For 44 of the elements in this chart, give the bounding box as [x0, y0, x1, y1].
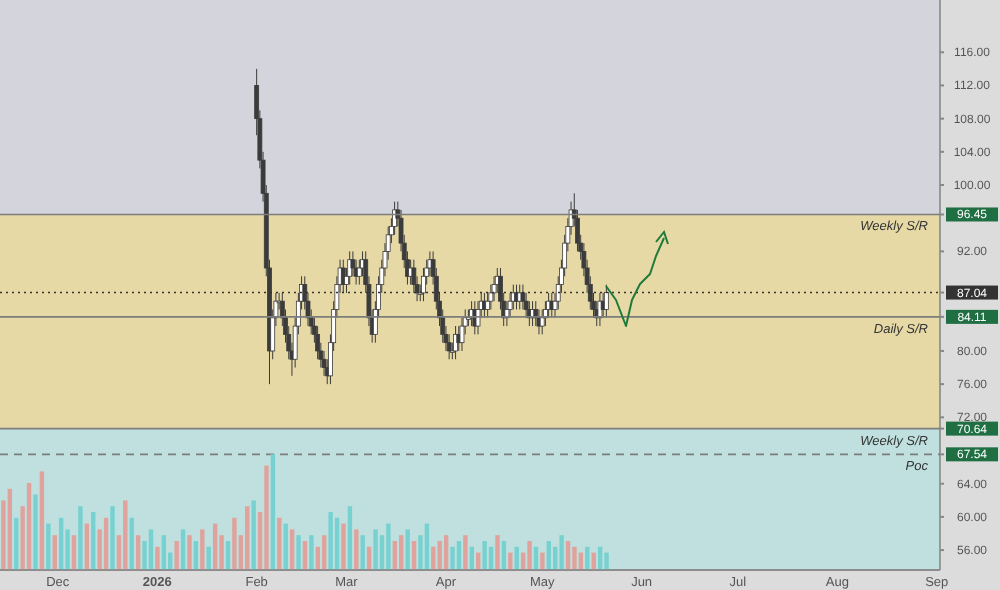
bar	[373, 529, 378, 570]
bar	[110, 506, 115, 570]
bar	[277, 517, 282, 570]
bar	[296, 535, 301, 570]
bar	[187, 535, 192, 570]
bar	[572, 546, 577, 570]
bar	[264, 465, 269, 570]
candlestick	[321, 350, 327, 377]
bar	[559, 535, 564, 570]
bar	[200, 529, 205, 570]
bar	[463, 535, 468, 570]
bar	[405, 529, 410, 570]
bar	[245, 506, 250, 570]
bar	[39, 471, 45, 570]
candlestick	[539, 308, 545, 335]
bar	[46, 523, 51, 570]
bar	[527, 541, 532, 570]
bar	[495, 535, 500, 570]
bar	[386, 523, 391, 570]
candlestick	[459, 317, 465, 352]
bar	[26, 483, 32, 570]
bar	[347, 506, 353, 570]
bar	[540, 552, 545, 570]
bar	[123, 500, 128, 570]
bar	[155, 546, 160, 570]
bar	[431, 546, 436, 570]
bar	[482, 541, 487, 570]
bar	[232, 517, 237, 570]
bar	[174, 541, 179, 570]
bar	[33, 494, 38, 570]
candlestick	[523, 292, 529, 319]
bar	[354, 529, 359, 570]
bar	[251, 500, 256, 570]
candlestick	[475, 300, 481, 335]
bar	[450, 546, 455, 570]
bar	[508, 552, 513, 570]
bar	[604, 552, 609, 570]
bar	[341, 523, 346, 570]
bar	[78, 506, 83, 570]
bar	[7, 488, 13, 570]
bar	[309, 535, 314, 570]
bar	[270, 454, 276, 570]
candlestick	[353, 259, 359, 286]
bar	[328, 512, 333, 570]
